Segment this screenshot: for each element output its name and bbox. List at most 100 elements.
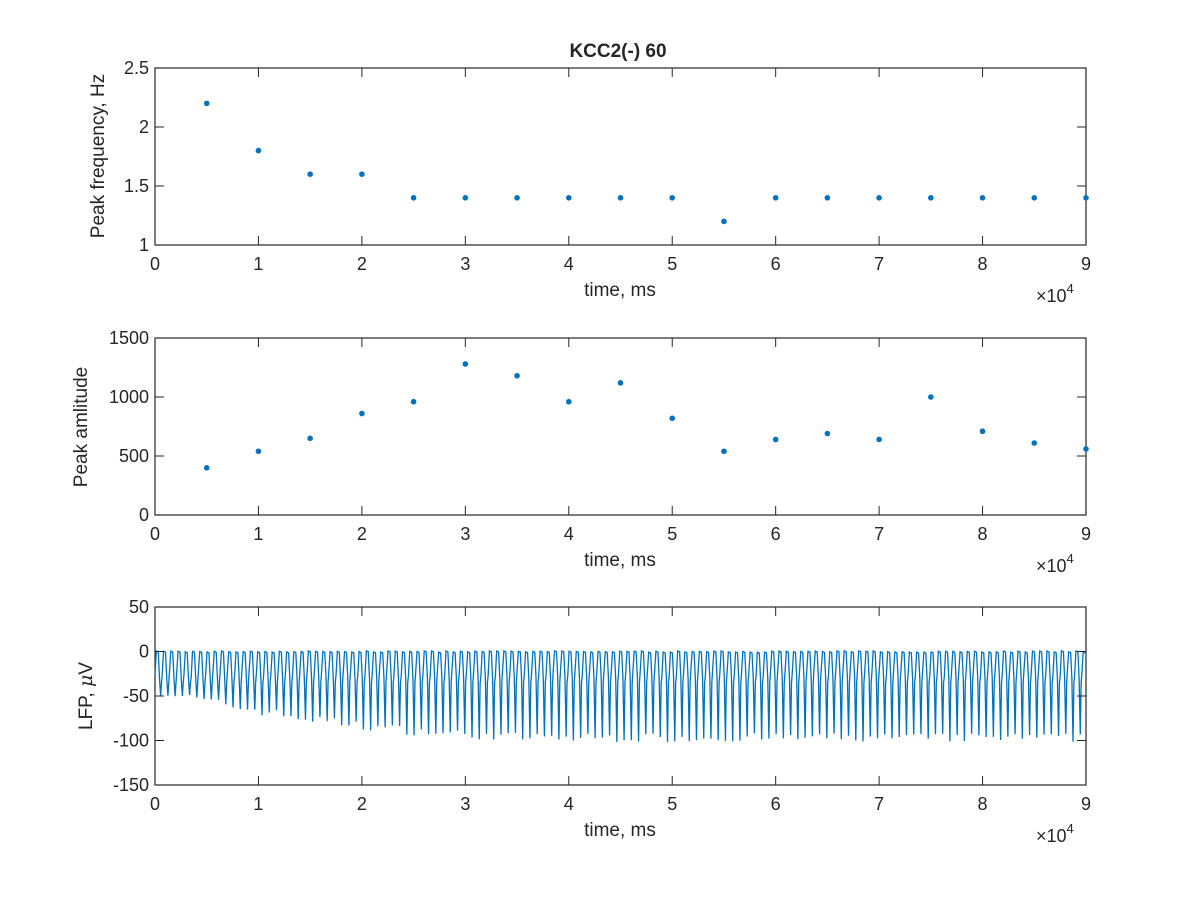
data-point xyxy=(721,448,727,455)
data-point xyxy=(928,195,934,201)
y-tick-label: -50 xyxy=(123,686,149,706)
y-tick-label: -150 xyxy=(113,775,149,795)
x-tick-label: 4 xyxy=(564,254,574,274)
x-exponent-1: ×104 xyxy=(1036,281,1074,306)
data-point xyxy=(1083,446,1089,452)
data-point xyxy=(876,436,882,443)
x-exponent-power-1: 4 xyxy=(1067,281,1074,296)
x-tick-label: 3 xyxy=(460,794,470,814)
data-point xyxy=(203,465,210,471)
x-tick-label: 2 xyxy=(357,524,367,544)
data-point xyxy=(772,436,779,443)
y-tick-label: 1000 xyxy=(109,387,149,407)
x-tick-label: 5 xyxy=(667,524,677,544)
data-point xyxy=(1031,195,1038,201)
axes-lfp: 0 1 2 3 4 5 6 7 8 9 -150 -100 -50 0 50 time, ms LFP, μ… xyxy=(75,597,1091,846)
data-point xyxy=(669,415,676,422)
y-axis-label-3-suffix: V xyxy=(76,662,97,675)
data-point xyxy=(307,435,313,442)
ticks-1: 0 1 2 3 4 5 6 7 8 911.522.5 xyxy=(124,58,1091,274)
x-tick-label: 9 xyxy=(1081,794,1091,814)
x-exponent-3: ×104 xyxy=(1036,821,1074,846)
data-point xyxy=(617,380,624,386)
y-tick-label: 0 xyxy=(139,642,149,662)
data-point xyxy=(824,430,831,437)
data-point xyxy=(462,195,469,201)
data-point xyxy=(979,428,986,435)
x-tick-label: 6 xyxy=(771,254,781,274)
x-tick-label: 5 xyxy=(667,794,677,814)
data-point xyxy=(772,195,779,201)
x-tick-label: 6 xyxy=(771,794,781,814)
data-point xyxy=(1031,440,1038,446)
data-point xyxy=(979,195,986,201)
x-tick-label: 0 xyxy=(150,794,160,814)
axes-box-2 xyxy=(154,337,1087,516)
data-point xyxy=(410,195,417,201)
series-lfp xyxy=(154,649,1086,743)
x-tick-label: 8 xyxy=(978,524,988,544)
x-exponent-2: ×104 xyxy=(1036,551,1074,576)
x-tick-label: 2 xyxy=(357,254,367,274)
axes-peak-frequency: 0 1 2 3 4 5 6 7 8 911.522.5 time, ms Peak frequen… xyxy=(88,58,1091,306)
data-point xyxy=(255,147,262,154)
x-tick-label: 1 xyxy=(253,524,263,544)
x-tick-label: 4 xyxy=(564,524,574,544)
x-tick-label: 7 xyxy=(874,524,884,544)
x-exponent-base-2: ×10 xyxy=(1036,556,1067,576)
x-exponent-base-3: ×10 xyxy=(1036,826,1067,846)
x-axis-label-2: time, ms xyxy=(584,550,656,571)
lfp-trace xyxy=(154,649,1086,743)
x-tick-label: 1 xyxy=(253,794,263,814)
y-tick-label: 1 xyxy=(139,235,149,255)
data-point xyxy=(255,448,262,455)
data-point xyxy=(565,398,572,405)
data-point xyxy=(514,372,520,379)
data-point xyxy=(617,195,624,201)
axes-box-1 xyxy=(154,67,1087,246)
y-axis-label-1: Peak frequency, Hz xyxy=(88,74,109,238)
data-point xyxy=(565,195,572,201)
x-exponent-power-3: 4 xyxy=(1067,821,1074,836)
series-peak-amplitude xyxy=(203,361,1089,471)
x-axis-label-3: time, ms xyxy=(584,820,656,841)
y-axis-label-3-symbol: μ xyxy=(75,675,97,687)
data-point xyxy=(410,398,417,405)
data-point xyxy=(307,171,313,177)
y-tick-label: 1500 xyxy=(109,328,149,348)
y-tick-label: 0 xyxy=(139,505,149,525)
data-point xyxy=(928,394,934,400)
data-point xyxy=(462,361,469,367)
data-point xyxy=(1083,195,1089,201)
data-point xyxy=(876,195,882,201)
y-tick-label: 2.5 xyxy=(124,58,149,78)
data-point xyxy=(721,218,727,225)
y-axis-label-2: Peak amlitude xyxy=(71,367,92,487)
y-tick-label: 2 xyxy=(139,117,149,137)
data-point xyxy=(203,100,210,107)
x-tick-label: 8 xyxy=(978,794,988,814)
data-point xyxy=(824,195,831,201)
x-tick-label: 9 xyxy=(1081,254,1091,274)
x-tick-label: 0 xyxy=(150,254,160,274)
x-tick-label: 3 xyxy=(460,524,470,544)
y-tick-label: 1.5 xyxy=(124,176,149,196)
chart-title: KCC2(-) 60 xyxy=(569,41,666,62)
x-axis-label-1: time, ms xyxy=(584,280,656,301)
x-tick-label: 5 xyxy=(667,254,677,274)
y-tick-label: 500 xyxy=(119,446,149,466)
x-tick-label: 0 xyxy=(150,524,160,544)
axes-peak-amplitude: 0 1 2 3 4 5 6 7 8 9 0 500 1000 1500 time, ms Peak aml… xyxy=(71,328,1091,576)
x-tick-label: 9 xyxy=(1081,524,1091,544)
data-point xyxy=(359,171,365,177)
ticks-3: 0 1 2 3 4 5 6 7 8 9 -150 -100 -50 0 50 xyxy=(113,597,1091,814)
axes-box-3 xyxy=(154,606,1087,786)
y-tick-label: -100 xyxy=(113,731,149,751)
y-tick-label: 50 xyxy=(129,597,149,617)
x-tick-label: 7 xyxy=(874,254,884,274)
x-tick-label: 1 xyxy=(253,254,263,274)
data-point xyxy=(514,195,520,201)
x-tick-label: 4 xyxy=(564,794,574,814)
y-axis-label-3-prefix: LFP, xyxy=(76,687,97,730)
